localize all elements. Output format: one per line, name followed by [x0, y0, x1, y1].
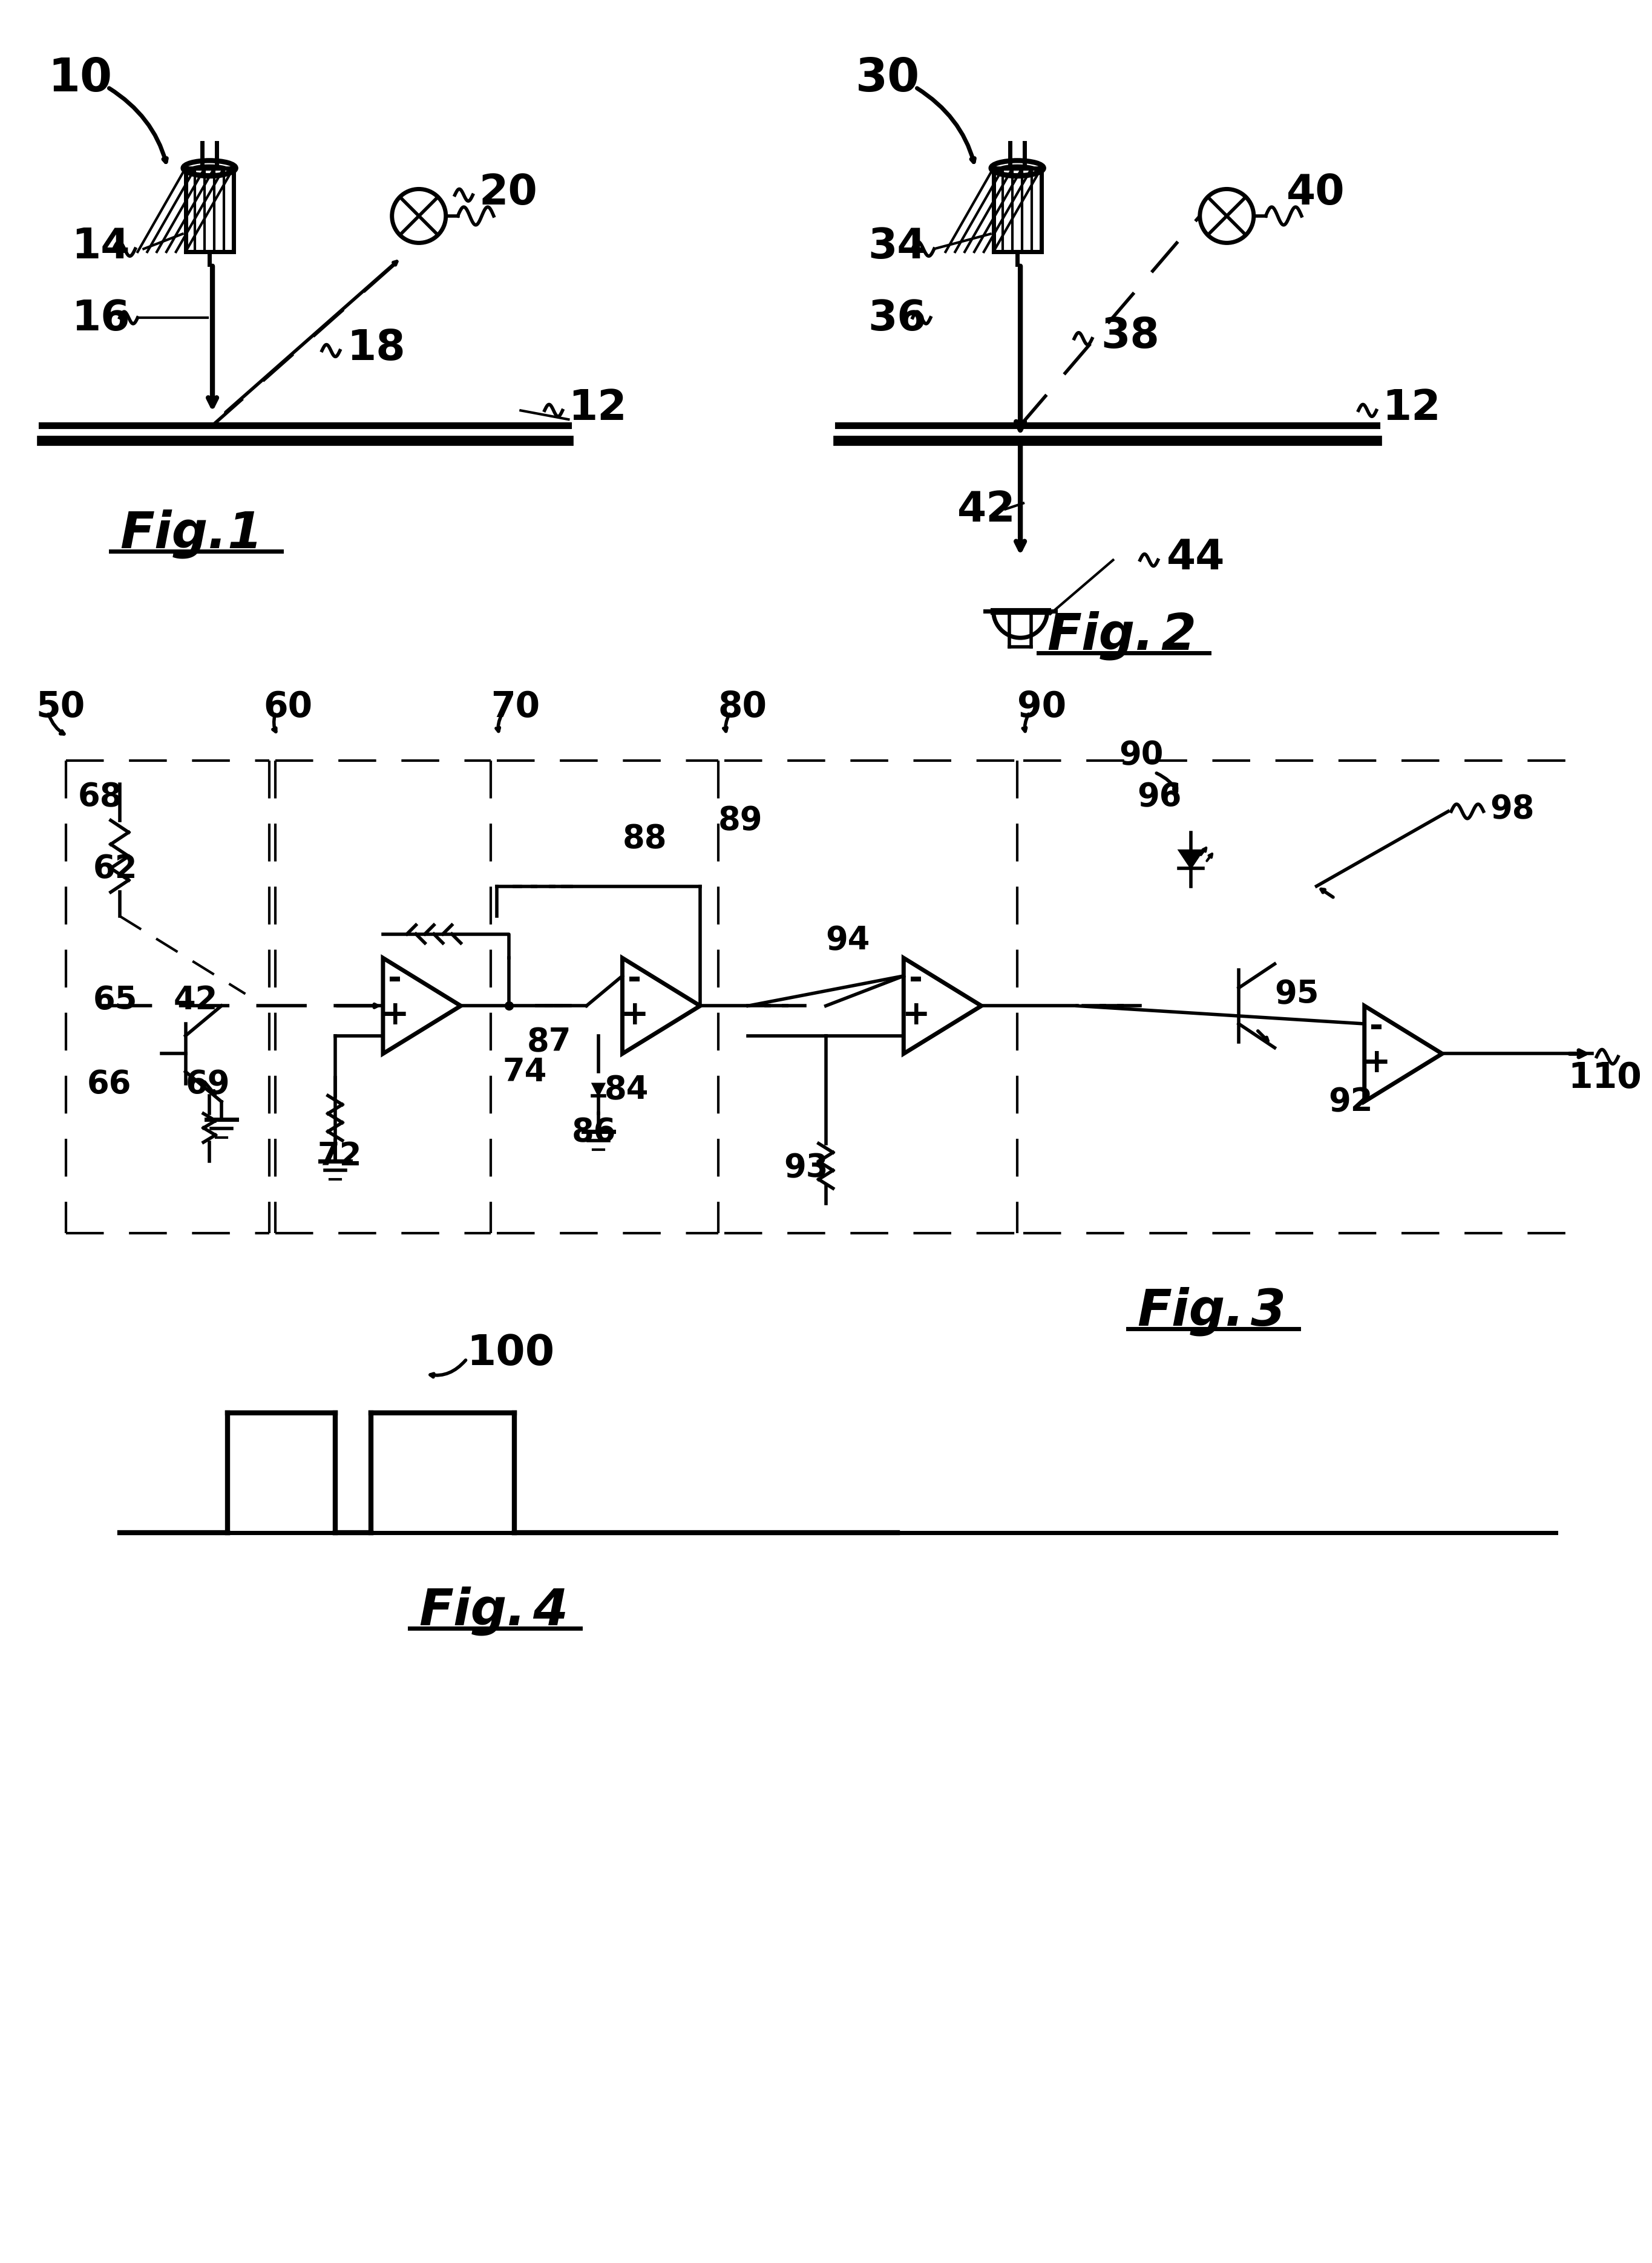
Text: 40: 40 — [1287, 172, 1345, 213]
Text: 20: 20 — [479, 172, 537, 213]
Text: 89: 89 — [719, 806, 763, 837]
Text: +: + — [902, 998, 930, 1032]
Text: 30: 30 — [856, 57, 920, 102]
Text: 10: 10 — [48, 57, 112, 102]
Text: 50: 50 — [36, 690, 84, 724]
Text: 34: 34 — [867, 226, 927, 267]
Text: 80: 80 — [719, 690, 767, 724]
Text: 66: 66 — [88, 1068, 131, 1100]
Text: 69: 69 — [185, 1068, 230, 1100]
Text: -: - — [909, 962, 922, 996]
Text: 1: 1 — [228, 509, 263, 559]
Polygon shape — [593, 1084, 605, 1095]
Text: Fig.: Fig. — [1047, 611, 1155, 661]
Text: 98: 98 — [1490, 792, 1535, 824]
Text: -: - — [388, 962, 401, 996]
Bar — [185, 170, 233, 253]
Text: 88: 88 — [623, 824, 667, 855]
Text: 74: 74 — [502, 1057, 547, 1089]
Text: 44: 44 — [1166, 536, 1226, 577]
Text: 4: 4 — [532, 1586, 568, 1634]
Text: 93: 93 — [785, 1152, 828, 1184]
Text: 70: 70 — [491, 690, 540, 724]
Text: 2: 2 — [1161, 611, 1196, 661]
Text: 90: 90 — [1118, 740, 1163, 772]
Polygon shape — [1180, 851, 1203, 869]
Text: 94: 94 — [826, 926, 871, 955]
Text: 92: 92 — [1328, 1086, 1373, 1118]
Text: 100: 100 — [468, 1333, 555, 1374]
Text: 14: 14 — [71, 226, 131, 267]
Text: 110: 110 — [1568, 1061, 1642, 1095]
Text: +: + — [382, 998, 410, 1032]
Text: 96: 96 — [1137, 781, 1181, 812]
Text: 60: 60 — [263, 690, 312, 724]
Text: 68: 68 — [78, 781, 122, 812]
Text: 36: 36 — [867, 299, 927, 339]
Text: 42: 42 — [958, 489, 1016, 530]
Text: Fig.: Fig. — [1137, 1288, 1244, 1335]
Bar — [993, 170, 1041, 253]
Text: 38: 38 — [1102, 317, 1160, 358]
Text: 62: 62 — [93, 853, 137, 885]
Text: +: + — [1363, 1046, 1391, 1079]
Text: 90: 90 — [1018, 690, 1067, 724]
Text: 95: 95 — [1275, 978, 1318, 1009]
Text: -: - — [628, 962, 641, 996]
Text: Fig.: Fig. — [420, 1586, 525, 1636]
Text: 65: 65 — [93, 984, 137, 1016]
Text: 12: 12 — [568, 387, 628, 428]
Text: -: - — [1370, 1012, 1383, 1043]
Text: 3: 3 — [1251, 1288, 1285, 1335]
Text: 42: 42 — [173, 984, 218, 1016]
Text: 87: 87 — [527, 1027, 572, 1057]
Bar — [185, 170, 233, 253]
Text: 72: 72 — [317, 1141, 362, 1172]
Text: +: + — [620, 998, 648, 1032]
Text: 86: 86 — [572, 1116, 616, 1147]
Text: 16: 16 — [71, 299, 131, 339]
Bar — [993, 170, 1041, 253]
Text: 84: 84 — [605, 1075, 649, 1107]
Text: 18: 18 — [347, 328, 405, 369]
Text: Fig.: Fig. — [119, 509, 226, 559]
Text: 12: 12 — [1383, 387, 1441, 428]
